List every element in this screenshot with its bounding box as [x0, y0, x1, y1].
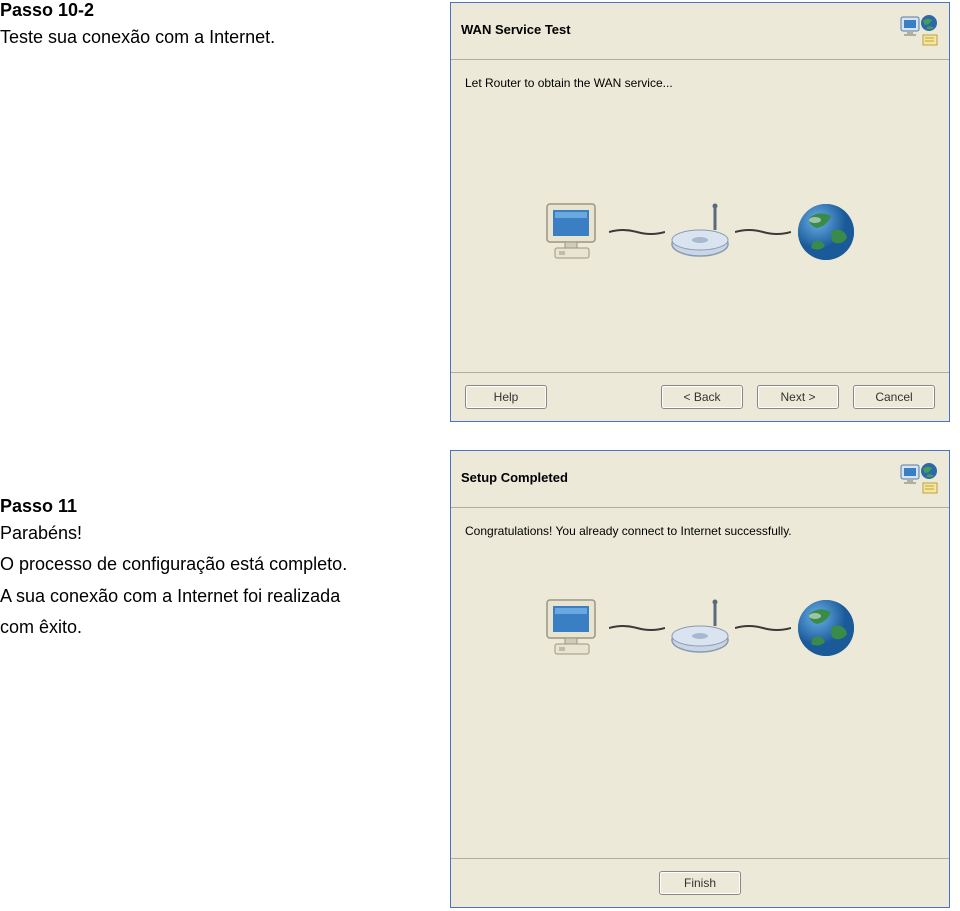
dialog-header: WAN Service Test — [451, 3, 949, 60]
dialog-body: Let Router to obtain the WAN service... — [451, 60, 949, 274]
step-10-2-title: Passo 10-2 — [0, 0, 440, 21]
step-11-block: Passo 11 Parabéns! O processo de configu… — [0, 496, 440, 640]
step-11-p4: com êxito. — [0, 615, 440, 640]
globe-icon — [791, 596, 861, 660]
dialog-footer: Finish — [451, 858, 949, 907]
computer-icon — [539, 200, 609, 264]
wire-1 — [609, 228, 665, 236]
dialog-title: WAN Service Test — [461, 22, 899, 37]
wan-service-test-dialog: WAN Service Test Let Router to obtain th… — [450, 2, 950, 422]
wire-1 — [609, 624, 665, 632]
dialog-body: Congratulations! You already connect to … — [451, 508, 949, 670]
dialog-footer: Help < Back Next > Cancel — [451, 372, 949, 421]
step-11-title: Passo 11 — [0, 496, 440, 517]
dialog-message: Congratulations! You already connect to … — [465, 524, 935, 538]
finish-button[interactable]: Finish — [659, 871, 741, 895]
network-setup-icon — [899, 459, 939, 495]
globe-icon — [791, 200, 861, 264]
next-button[interactable]: Next > — [757, 385, 839, 409]
step-11-p2: O processo de configuração está completo… — [0, 552, 440, 577]
instruction-column: Passo 10-2 Teste sua conexão com a Inter… — [0, 0, 440, 646]
step-10-2-block: Passo 10-2 Teste sua conexão com a Inter… — [0, 0, 440, 50]
cancel-button[interactable]: Cancel — [853, 385, 935, 409]
wire-2 — [735, 228, 791, 236]
dialog-message: Let Router to obtain the WAN service... — [465, 76, 935, 90]
dialog-title: Setup Completed — [461, 470, 899, 485]
back-button[interactable]: < Back — [661, 385, 743, 409]
network-diagram — [465, 200, 935, 264]
computer-icon — [539, 596, 609, 660]
setup-completed-dialog: Setup Completed Congratulations! You alr… — [450, 450, 950, 908]
network-setup-icon — [899, 11, 939, 47]
router-icon — [665, 200, 735, 264]
step-11-p3: A sua conexão com a Internet foi realiza… — [0, 584, 440, 609]
dialog-header: Setup Completed — [451, 451, 949, 508]
router-icon — [665, 596, 735, 660]
step-10-2-desc: Teste sua conexão com a Internet. — [0, 25, 440, 50]
wire-2 — [735, 624, 791, 632]
help-button[interactable]: Help — [465, 385, 547, 409]
network-diagram — [465, 596, 935, 660]
step-11-p1: Parabéns! — [0, 521, 440, 546]
